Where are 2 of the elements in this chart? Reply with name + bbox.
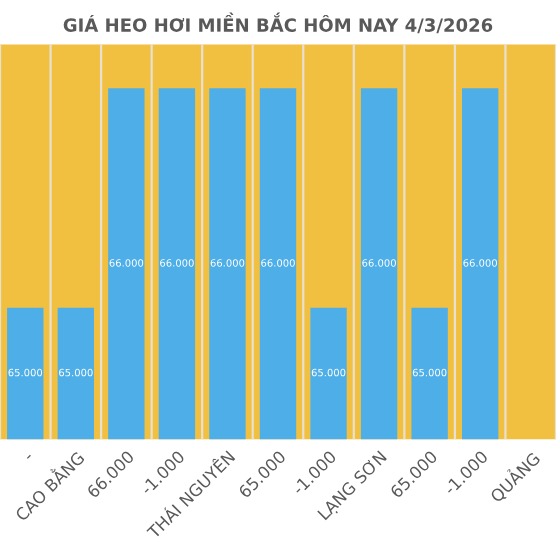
x-tick-label: - [26, 454, 31, 459]
chart-title: GIÁ HEO HƠI MIỀN BẮC HÔM NAY 4/3/2026 [63, 12, 493, 34]
